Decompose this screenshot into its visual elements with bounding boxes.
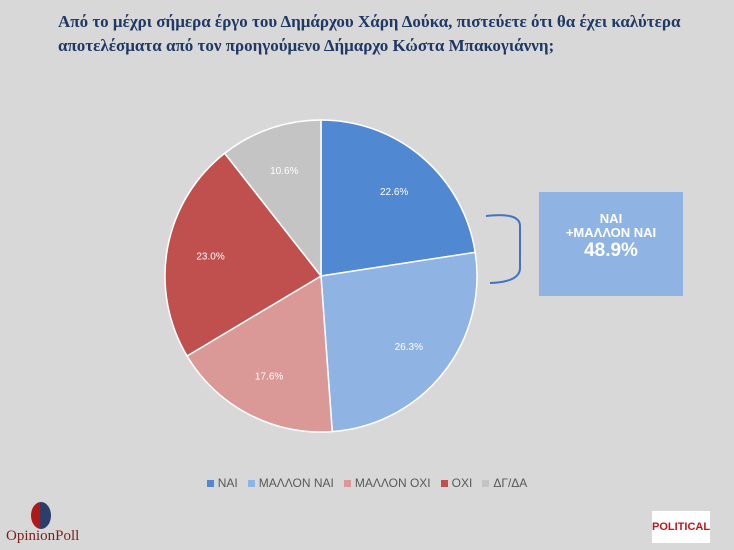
legend-item: ΜΑΛΛΟΝ ΝΑΙ — [247, 476, 334, 490]
data-label: 22.6% — [380, 187, 408, 198]
legend-swatch — [343, 480, 351, 487]
data-label: 10.6% — [270, 166, 298, 177]
legend-label: ΝΑΙ — [217, 476, 238, 490]
legend-label: ΔΓ/ΔΑ — [493, 476, 528, 490]
legend-label: ΜΑΛΛΟΝ ΟΧΙ — [354, 476, 431, 490]
pie-slice — [320, 119, 477, 277]
callout-bracket — [485, 214, 521, 284]
pie-slice — [164, 152, 323, 357]
legend-swatch — [440, 480, 448, 487]
callout-box: ΝΑΙ +ΜΑΛΛΟΝ ΝΑΙ 48.9% — [539, 192, 683, 296]
pie-slice — [223, 119, 322, 279]
logo-icon — [31, 502, 51, 529]
callout-line2: +ΜΑΛΛΟΝ ΝΑΙ — [565, 225, 657, 240]
data-label: 26.3% — [395, 342, 423, 353]
legend-label: ΜΑΛΛΟΝ ΝΑΙ — [258, 476, 334, 490]
legend-item: ΔΓ/ΔΑ — [482, 476, 527, 490]
legend-swatch — [206, 480, 214, 487]
legend-swatch — [482, 480, 490, 487]
pie-slice — [186, 274, 334, 433]
legend-item: ΟΧΙ — [440, 476, 473, 490]
chart-title: Από το μέχρι σήμερα έργο του Δημάρχου Χά… — [58, 12, 681, 55]
political-logo: POLITICAL — [652, 511, 710, 543]
legend-swatch — [247, 480, 255, 487]
pie-slice — [320, 251, 478, 433]
data-label: 23.0% — [196, 251, 224, 262]
legend-item: ΜΑΛΛΟΝ ΟΧΙ — [343, 476, 431, 490]
callout-line1: ΝΑΙ — [599, 211, 623, 226]
legend: ΝΑΙ ΜΑΛΛΟΝ ΝΑΙ ΜΑΛΛΟΝ ΟΧΙ ΟΧΙ ΔΓ/ΔΑ — [0, 476, 734, 490]
legend-item: ΝΑΙ — [206, 476, 238, 490]
pie-chart: 22.6% 26.3% 17.6% 23.0% 10.6% — [164, 119, 521, 433]
legend-label: ΟΧΙ — [451, 476, 473, 490]
data-label: 17.6% — [255, 372, 283, 383]
callout-value: 48.9% — [584, 240, 638, 261]
